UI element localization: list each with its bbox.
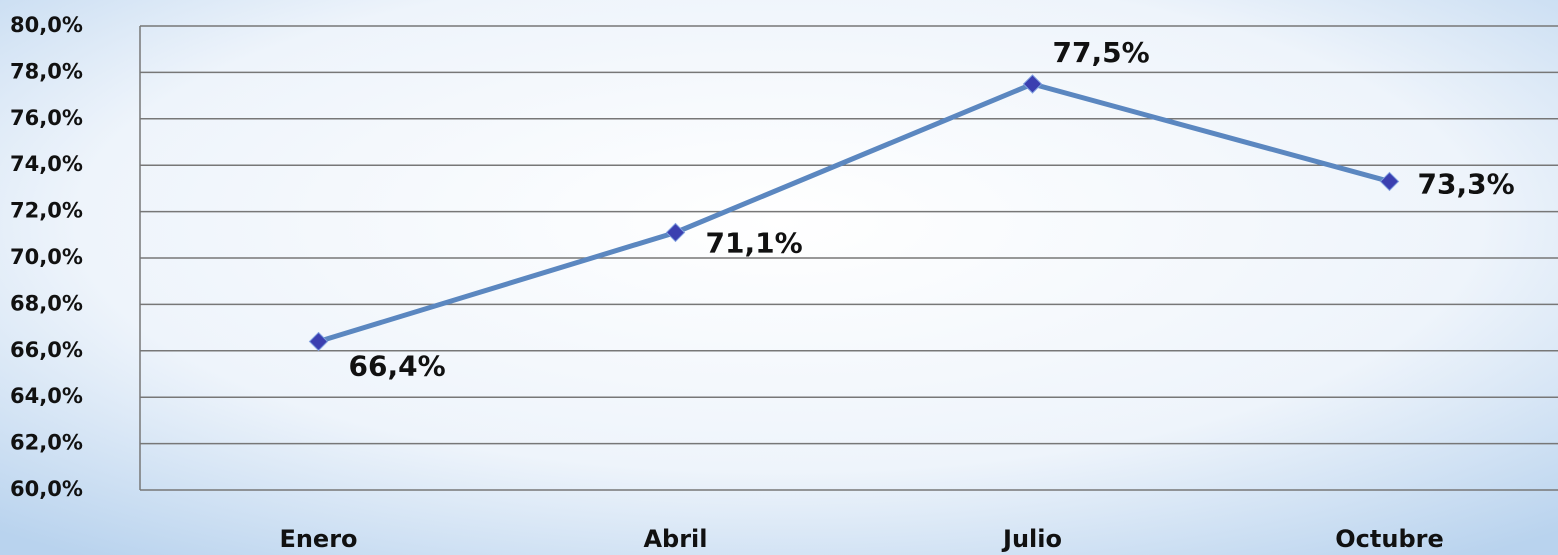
marker [1379, 171, 1400, 192]
y-tick-label: 68,0% [10, 291, 83, 315]
y-tick-label: 64,0% [10, 384, 83, 408]
marker [1022, 74, 1043, 94]
data-label: 66,4% [349, 350, 446, 383]
y-tick-label: 70,0% [10, 245, 83, 269]
data-label: 77,5% [1053, 36, 1150, 69]
y-tick-label: 76,0% [10, 106, 83, 130]
y-tick-label: 74,0% [10, 152, 83, 176]
marker [308, 331, 329, 352]
y-tick-label: 72,0% [10, 199, 83, 223]
y-tick-label: 66,0% [10, 338, 83, 362]
y-tick-label: 60,0% [10, 477, 83, 501]
data-label: 71,1% [706, 226, 803, 259]
x-tick-label: Abril [643, 525, 707, 553]
y-tick-label: 78,0% [10, 59, 83, 83]
x-tick-label: Octubre [1335, 525, 1443, 553]
line [317, 81, 1391, 344]
x-tick-label: Julio [1001, 525, 1062, 553]
data-label: 73,3% [1418, 167, 1515, 200]
x-tick-label: Enero [279, 525, 357, 553]
y-tick-label: 80,0% [10, 13, 83, 37]
marker [665, 222, 686, 243]
y-tick-label: 62,0% [10, 431, 83, 455]
